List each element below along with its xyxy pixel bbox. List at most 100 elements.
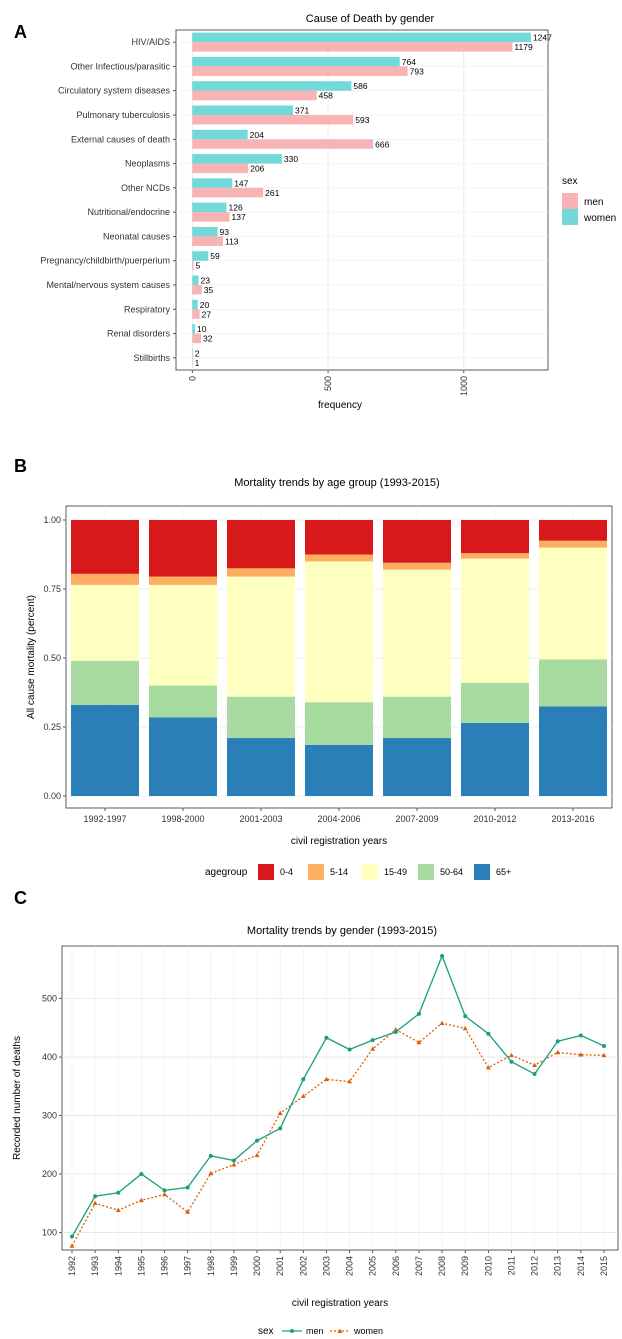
bar-men [192,115,354,125]
bar-label-men: 1 [195,358,200,368]
legend-marker-men [290,1329,294,1333]
chart-b-x-tick-label: 2001-2003 [239,814,282,824]
chart-c-y-tick-label: 500 [42,994,57,1004]
stack-segment-0-4 [227,520,295,569]
bar-label-women: 330 [284,154,298,164]
bar-label-men: 35 [204,285,214,295]
point-women [115,1207,121,1213]
chart-a-category-label: Respiratory [124,304,171,314]
point-women [231,1162,237,1167]
chart-b-y-label: All cause mortality (percent) [26,595,37,719]
chart-c-x-tick-label: 2002 [298,1256,308,1276]
chart-c-x-label: civil registration years [292,1298,388,1309]
point-women [532,1062,538,1068]
chart-b-y-tick-label: 0.00 [43,791,61,801]
point-men [139,1172,144,1176]
stack-segment-0-4 [305,520,373,555]
stack-segment-5-14 [539,540,607,548]
stack-segment-0-4 [539,520,607,541]
point-women [162,1191,167,1197]
bar-label-women: 147 [234,178,248,188]
chart-a-bars: 1247117976479358645837159320466633020614… [192,32,552,368]
point-women [300,1093,306,1099]
chart-b-x-tick-label: 1992-1997 [83,814,126,824]
point-men [416,1011,421,1016]
chart-a-category-label: Renal disorders [107,329,171,339]
chart-b-bars [71,520,607,796]
bar-men [192,163,249,174]
chart-b-legend-50-64: 50-64 [440,867,463,877]
chart-a-legend-women: women [583,213,616,224]
point-men [162,1188,167,1193]
chart-c-lines [69,953,607,1248]
bar-label-women: 23 [201,276,211,286]
point-men [393,1029,398,1034]
chart-a-legend: sex men women [562,176,616,225]
chart-c-title: Mortality trends by gender (1993-2015) [247,925,437,937]
chart-c-x-tick-label: 2001 [275,1256,285,1276]
chart-c-y-tick-label: 300 [42,1111,57,1121]
chart-c-y-ticks: 100 200 300 400 500 [42,994,62,1237]
point-men [555,1039,560,1044]
chart-a-category-label: Circulatory system diseases [58,86,171,96]
bar-label-men: 5 [196,261,201,271]
chart-a-x-tick-label: 0 [187,376,197,381]
bar-women [192,251,209,261]
chart-c-plot-area [61,945,619,1251]
bar-label-women: 2 [195,348,200,358]
chart-c-x-tick-label: 1997 [183,1256,193,1276]
chart-a-category-label: Nutritional/endocrine [87,207,170,217]
bar-men [192,139,374,149]
bar-men [192,260,194,271]
stack-segment-0-4 [71,520,139,574]
stack-segment-5-14 [305,554,373,562]
bar-women [192,299,198,310]
stack-segment-0-4 [149,520,217,577]
chart-b-y-ticks: 0.00 0.25 0.50 0.75 1.00 [43,515,66,801]
point-women [439,1020,445,1025]
point-men [93,1194,98,1199]
point-women [601,1052,607,1058]
chart-b-legend-15-49: 15-49 [384,867,407,877]
bar-label-men: 27 [202,309,212,319]
stack-segment-65+ [71,704,139,796]
stack-segment-15-49 [461,558,529,683]
line-women [71,1022,605,1247]
legend-swatch-50-64 [418,864,434,880]
point-women [462,1025,468,1031]
stack-segment-50-64 [71,660,139,705]
chart-a-legend-title: sex [562,176,578,187]
chart-c-x-tick-label: 2006 [391,1256,401,1276]
point-men [231,1158,236,1163]
chart-b-x-tick-label: 2007-2009 [395,814,438,824]
bar-men [192,333,201,344]
chart-age-group-trends: Mortality trends by age group (1993-2015… [26,477,613,880]
line-men [71,954,605,1237]
chart-a-x-tick-label: 500 [323,376,333,391]
stack-segment-65+ [305,744,373,796]
bar-women [192,154,282,164]
chart-c-x-tick-label: 1996 [160,1256,170,1276]
point-women [92,1200,98,1206]
chart-b-y-tick-label: 0.75 [43,584,61,594]
point-women [185,1209,191,1214]
bar-label-men: 137 [231,212,245,222]
chart-c-y-tick-label: 400 [42,1052,57,1062]
bar-label-men: 666 [375,139,389,149]
stack-segment-15-49 [227,576,295,697]
chart-b-y-tick-label: 0.50 [43,653,61,663]
chart-c-x-tick-label: 2012 [530,1256,540,1276]
bar-label-women: 10 [197,324,207,334]
stack-segment-15-49 [539,547,607,660]
chart-c-legend: sex men women [258,1326,383,1337]
chart-c-y-tick-label: 200 [42,1169,57,1179]
stack-segment-50-64 [227,696,295,739]
point-women [370,1046,376,1051]
legend-swatch-5-14 [308,864,324,880]
stack-segment-50-64 [539,659,607,707]
point-men [301,1077,306,1082]
legend-swatch-men [562,193,578,209]
point-women [324,1076,329,1082]
bar-women [192,81,352,91]
bar-women [192,105,294,115]
